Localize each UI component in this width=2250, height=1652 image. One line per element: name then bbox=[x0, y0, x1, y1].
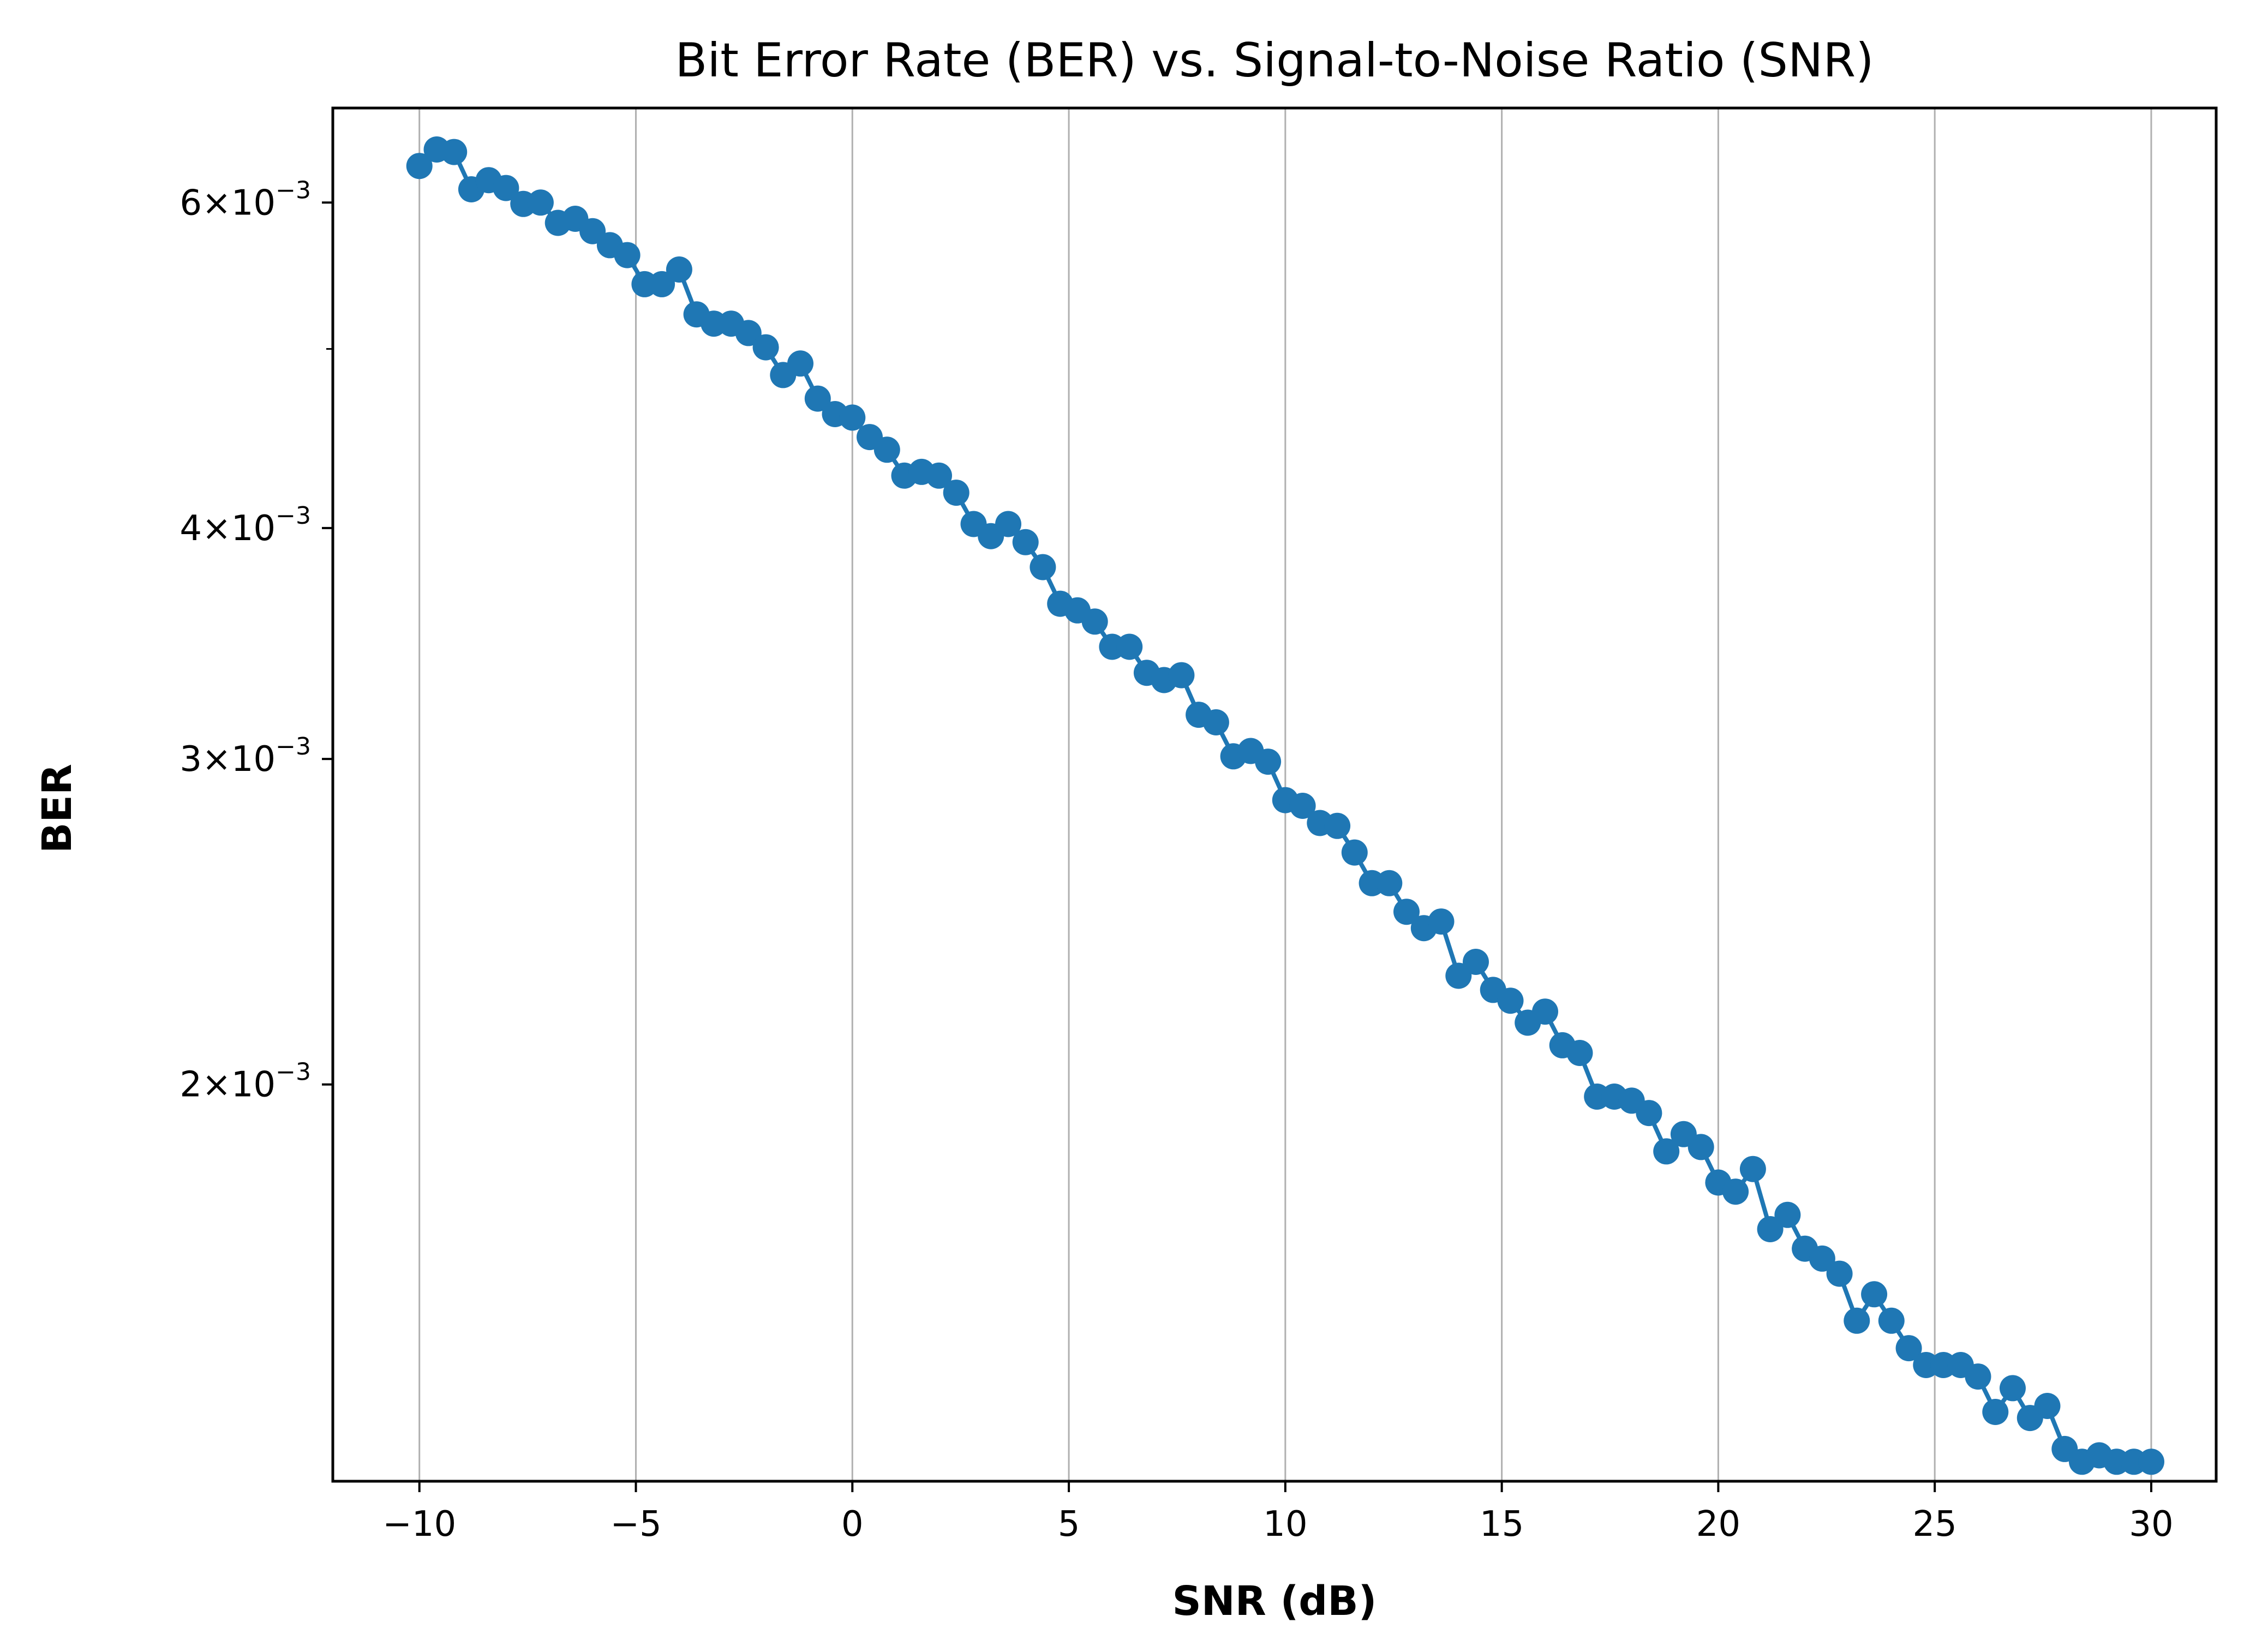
data-point bbox=[873, 436, 900, 463]
data-point bbox=[1255, 749, 1282, 775]
chart-title: Bit Error Rate (BER) vs. Signal-to-Noise… bbox=[675, 33, 1874, 88]
data-point bbox=[1081, 608, 1108, 635]
data-point bbox=[2034, 1393, 2061, 1419]
data-point bbox=[1376, 870, 1403, 896]
data-point bbox=[1895, 1335, 1922, 1362]
x-tick-label: −10 bbox=[382, 1504, 456, 1545]
data-point bbox=[1653, 1138, 1680, 1165]
data-point bbox=[1688, 1134, 1714, 1160]
data-point bbox=[579, 218, 606, 244]
data-point bbox=[1030, 554, 1056, 580]
data-point bbox=[406, 153, 433, 179]
data-point bbox=[1566, 1040, 1593, 1066]
data-point bbox=[1324, 812, 1351, 839]
series-layer bbox=[406, 136, 2164, 1475]
data-point bbox=[1497, 987, 1524, 1014]
data-point bbox=[1982, 1399, 2009, 1425]
x-axis-title: SNR (dB) bbox=[1172, 1578, 1377, 1625]
data-point bbox=[1168, 662, 1195, 689]
x-tick-label: 30 bbox=[2129, 1504, 2173, 1545]
data-point bbox=[2138, 1449, 2164, 1475]
x-tick-label: 10 bbox=[1263, 1504, 1307, 1545]
x-tick-label: −5 bbox=[610, 1504, 661, 1545]
x-tick-label: 20 bbox=[1696, 1504, 1740, 1545]
data-point bbox=[787, 350, 813, 377]
data-point bbox=[2000, 1375, 2026, 1402]
data-point bbox=[649, 271, 675, 297]
y-tick-label: 2×10−3 bbox=[179, 1058, 311, 1105]
data-point bbox=[1428, 908, 1455, 935]
data-point bbox=[493, 175, 519, 201]
y-axis: 6×10−3 4×10−3 3×10−3 2×10−3 bbox=[179, 176, 333, 1105]
data-point bbox=[943, 480, 970, 506]
data-point bbox=[1722, 1178, 1749, 1205]
data-point bbox=[804, 385, 831, 412]
data-point bbox=[666, 256, 692, 283]
data-point bbox=[614, 242, 641, 268]
data-point bbox=[1393, 899, 1420, 925]
data-point bbox=[1965, 1363, 1991, 1390]
x-tick-label: 5 bbox=[1058, 1504, 1080, 1545]
y-axis-title: BER bbox=[34, 764, 81, 853]
data-point bbox=[1757, 1216, 1784, 1242]
data-point bbox=[1012, 529, 1039, 555]
data-point bbox=[1636, 1100, 1662, 1127]
data-point bbox=[1116, 633, 1143, 660]
y-tick-label: 6×10−3 bbox=[179, 176, 311, 223]
data-point bbox=[1861, 1281, 1888, 1308]
data-point bbox=[1202, 709, 1229, 735]
data-point bbox=[839, 404, 866, 431]
data-point bbox=[752, 334, 779, 361]
plot-area-frame bbox=[331, 106, 2218, 1483]
y-tick-label: 4×10−3 bbox=[179, 502, 311, 549]
data-point bbox=[1844, 1307, 1870, 1334]
x-axis: −10 −5 0 5 10 15 20 25 30 bbox=[382, 1481, 2174, 1545]
data-point bbox=[926, 462, 952, 489]
data-point bbox=[441, 139, 468, 165]
data-point bbox=[735, 320, 762, 346]
data-point bbox=[1532, 998, 1558, 1025]
data-point bbox=[1774, 1201, 1801, 1228]
data-point bbox=[527, 189, 554, 216]
data-point bbox=[1878, 1307, 1905, 1334]
data-point bbox=[1289, 793, 1316, 819]
data-point bbox=[1809, 1245, 1835, 1272]
y-tick-label: 3×10−3 bbox=[179, 733, 311, 780]
data-point bbox=[995, 511, 1021, 537]
data-point bbox=[1826, 1260, 1853, 1287]
data-point bbox=[1463, 949, 1489, 975]
x-tick-label: 0 bbox=[841, 1504, 864, 1545]
data-point bbox=[1739, 1156, 1766, 1182]
data-point bbox=[1341, 839, 1368, 866]
x-tick-label: 25 bbox=[1912, 1504, 1956, 1545]
x-tick-label: 15 bbox=[1480, 1504, 1524, 1545]
